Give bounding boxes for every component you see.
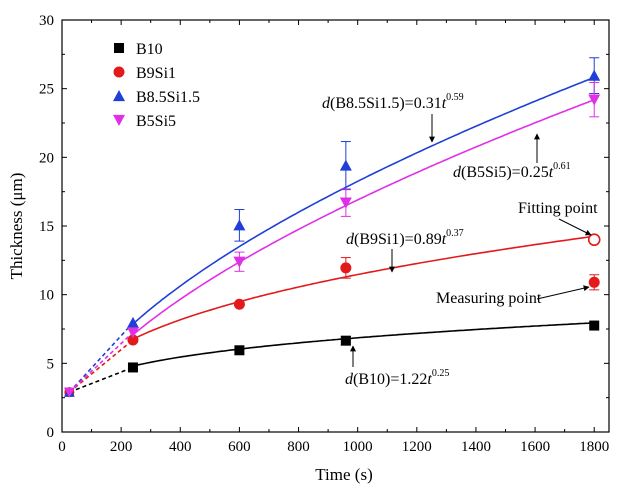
- legend-label-B9Si1: B9Si1: [136, 65, 176, 82]
- x-tick-label: 200: [110, 439, 133, 455]
- y-tick-label: 5: [47, 356, 55, 372]
- x-tick-label: 800: [287, 439, 310, 455]
- y-tick-label: 20: [39, 150, 54, 166]
- series-B9Si1: [64, 235, 600, 398]
- annotations: d(B8.5Si1.5)=0.31t0.59 d(B5Si5)=0.25t0.6…: [322, 92, 598, 388]
- dashed-extrapolation: [68, 339, 134, 393]
- x-tick-label: 1000: [343, 439, 373, 455]
- data-point: [233, 219, 246, 231]
- annotation-b5si5: d(B5Si5)=0.25t0.61: [453, 161, 571, 181]
- data-point: [588, 276, 600, 288]
- series-B8.5Si1.5: [63, 57, 601, 397]
- data-point: [126, 327, 139, 339]
- fit-curve: [132, 76, 595, 325]
- legend-label-B10: B10: [136, 41, 163, 58]
- plot-area: [63, 57, 601, 398]
- series-B5Si5: [63, 81, 601, 398]
- data-point: [234, 345, 245, 356]
- arrow-measuring-point: [536, 285, 590, 300]
- fit-curve: [132, 322, 595, 367]
- x-tick-label: 1800: [579, 439, 609, 455]
- x-tick-label: 1400: [461, 439, 491, 455]
- y-tick-label: 10: [39, 288, 54, 304]
- fit-curve: [132, 99, 595, 336]
- fit-curve: [132, 235, 595, 340]
- y-tick-label: 15: [39, 219, 54, 235]
- fitting-point-label: Fitting point: [518, 200, 598, 217]
- data-point: [127, 362, 138, 373]
- legend-marker-B8.5Si1.5: [113, 90, 125, 102]
- x-tick-label: 400: [169, 439, 192, 455]
- x-tick-label: 1200: [402, 439, 432, 455]
- data-point: [588, 69, 601, 81]
- x-tick-label: 1600: [520, 439, 550, 455]
- annotation-b85: d(B8.5Si1.5)=0.31t0.59: [322, 92, 464, 112]
- data-point: [340, 262, 352, 274]
- data-point: [126, 316, 139, 328]
- dashed-extrapolation: [68, 322, 134, 393]
- data-point: [339, 159, 352, 171]
- legend-label-B5Si5: B5Si5: [136, 113, 176, 130]
- x-tick-label: 0: [58, 439, 66, 455]
- origin-point: [63, 387, 75, 398]
- dashed-extrapolation: [68, 331, 134, 393]
- legend-marker-B5Si5: [113, 114, 125, 126]
- x-tick-label: 600: [228, 439, 251, 455]
- annotation-b9si1: d(B9Si1)=0.89t0.37: [346, 228, 464, 248]
- y-tick-label: 0: [47, 425, 55, 441]
- legend-marker-B9Si1: [113, 66, 125, 78]
- data-point: [589, 320, 600, 331]
- legend-label-B8.5Si1.5: B8.5Si1.5: [136, 89, 200, 106]
- data-point: [233, 256, 246, 268]
- fitting-point-marker: [587, 233, 601, 247]
- dashed-extrapolation: [69, 366, 134, 393]
- measuring-point-label: Measuring point: [436, 290, 542, 307]
- data-point: [339, 197, 352, 209]
- data-point: [340, 335, 351, 346]
- arrow-fitting-point: [558, 218, 592, 236]
- legend: B10 B9Si1 B8.5Si1.5 B5Si5: [113, 41, 200, 130]
- y-tick-label: 30: [39, 13, 54, 29]
- y-axis-title: Thickness (μm): [7, 173, 26, 280]
- annotation-b10: d(B10)=1.22t0.25: [345, 368, 449, 388]
- data-point: [127, 334, 139, 346]
- data-point: [233, 298, 245, 310]
- x-axis-title: Time (s): [315, 465, 372, 484]
- legend-marker-B10: [114, 43, 124, 53]
- series-B10: [64, 320, 600, 397]
- y-tick-label: 25: [39, 82, 54, 98]
- axes: 0 200 400 600 800 1000 1200 1400 1600 1800 0 5 10 15 2…: [39, 13, 610, 455]
- data-point: [588, 94, 601, 106]
